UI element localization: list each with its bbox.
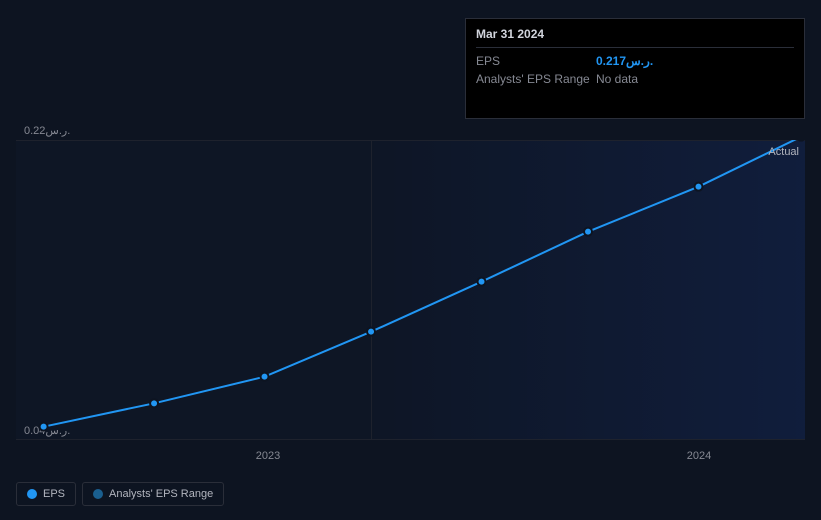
- line-chart-svg: [16, 140, 805, 440]
- tooltip-label-range: Analysts' EPS Range: [476, 72, 596, 86]
- legend-item-eps[interactable]: EPS: [16, 482, 76, 506]
- eps-line: [44, 140, 802, 427]
- legend: EPS Analysts' EPS Range: [16, 482, 224, 506]
- eps-point[interactable]: [150, 399, 158, 407]
- legend-label-range: Analysts' EPS Range: [109, 488, 213, 500]
- eps-point[interactable]: [478, 278, 486, 286]
- tooltip-date: Mar 31 2024: [476, 27, 794, 48]
- eps-point[interactable]: [367, 328, 375, 336]
- eps-point[interactable]: [694, 183, 702, 191]
- x-axis-label-2024: 2024: [687, 450, 711, 462]
- x-axis-label-2023: 2023: [256, 450, 280, 462]
- eps-point[interactable]: [797, 140, 805, 141]
- eps-point[interactable]: [584, 228, 592, 236]
- eps-markers: [40, 140, 805, 431]
- tooltip-row: Analysts' EPS Range No data: [476, 70, 794, 88]
- tooltip-row: EPS 0.217ر.س.: [476, 52, 794, 70]
- hover-tooltip: Mar 31 2024 EPS 0.217ر.س. Analysts' EPS …: [465, 18, 805, 119]
- eps-point[interactable]: [261, 373, 269, 381]
- chart-container: Mar 31 2024 EPS 0.217ر.س. Analysts' EPS …: [0, 0, 821, 520]
- legend-label-eps: EPS: [43, 488, 65, 500]
- legend-swatch-eps: [27, 489, 37, 499]
- eps-series: [40, 140, 805, 431]
- tooltip-value-eps: 0.217ر.س.: [596, 54, 653, 68]
- legend-item-range[interactable]: Analysts' EPS Range: [82, 482, 224, 506]
- legend-swatch-range: [93, 489, 103, 499]
- eps-point[interactable]: [40, 423, 48, 431]
- tooltip-label-eps: EPS: [476, 54, 596, 68]
- y-axis-label-max: 0.22ر.س.: [24, 124, 70, 137]
- actual-region-label: Actual: [768, 146, 799, 158]
- tooltip-value-range: No data: [596, 72, 638, 86]
